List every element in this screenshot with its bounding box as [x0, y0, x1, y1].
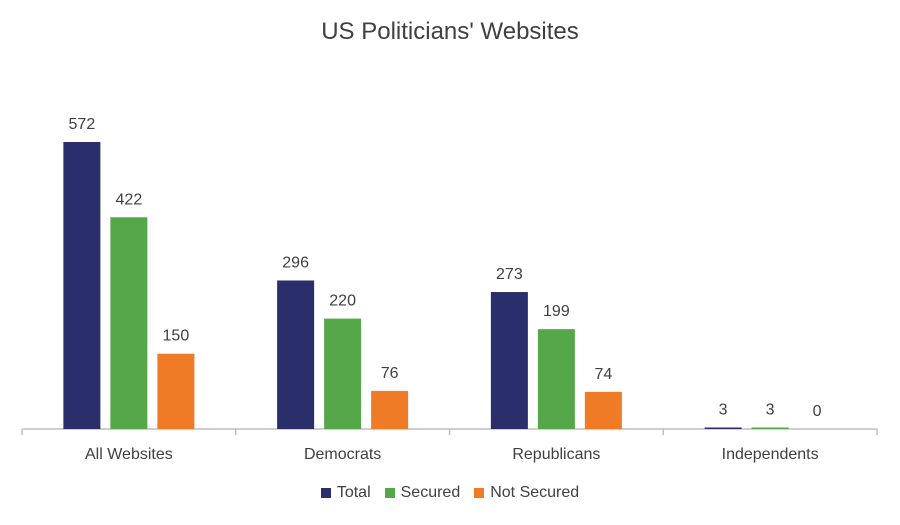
x-tick-label: All Websites — [85, 446, 173, 463]
bar-total — [277, 280, 315, 429]
bar-not-secured — [371, 390, 409, 429]
data-label: 150 — [163, 328, 190, 345]
legend-label: Secured — [400, 484, 461, 501]
x-tick-label: Democrats — [304, 446, 381, 463]
data-label: 199 — [543, 303, 570, 320]
bar-secured — [110, 217, 148, 429]
chart-legend: Total Secured Not Secured — [0, 484, 900, 502]
data-label: 220 — [329, 293, 356, 310]
bar-secured — [537, 329, 575, 429]
x-tick-label: Independents — [722, 446, 819, 463]
legend-swatch — [320, 488, 331, 498]
bar-total — [704, 427, 742, 429]
bar-secured — [751, 427, 789, 429]
data-label: 3 — [719, 401, 728, 418]
data-label: 422 — [116, 191, 143, 208]
legend-swatch — [474, 488, 485, 498]
x-tick-label: Republicans — [512, 446, 600, 463]
bar-not-secured — [584, 391, 622, 429]
data-label: 0 — [813, 403, 822, 420]
data-label: 3 — [766, 401, 775, 418]
bar-secured — [324, 318, 362, 429]
bar-total — [63, 142, 101, 429]
legend-swatch — [384, 488, 395, 498]
chart-title: US Politicians' Websites — [321, 18, 579, 45]
data-label: 296 — [282, 254, 309, 271]
legend-item: Total — [320, 484, 371, 502]
data-label: 76 — [381, 365, 399, 382]
legend-label: Total — [336, 484, 371, 501]
data-label: 572 — [69, 116, 96, 133]
legend-label: Not Secured — [490, 484, 580, 501]
data-label: 74 — [594, 366, 612, 383]
legend-item: Not Secured — [474, 484, 579, 502]
data-label: 273 — [496, 266, 523, 283]
bar-not-secured — [157, 353, 195, 429]
legend-item: Secured — [384, 484, 461, 502]
bar-total — [490, 292, 528, 429]
